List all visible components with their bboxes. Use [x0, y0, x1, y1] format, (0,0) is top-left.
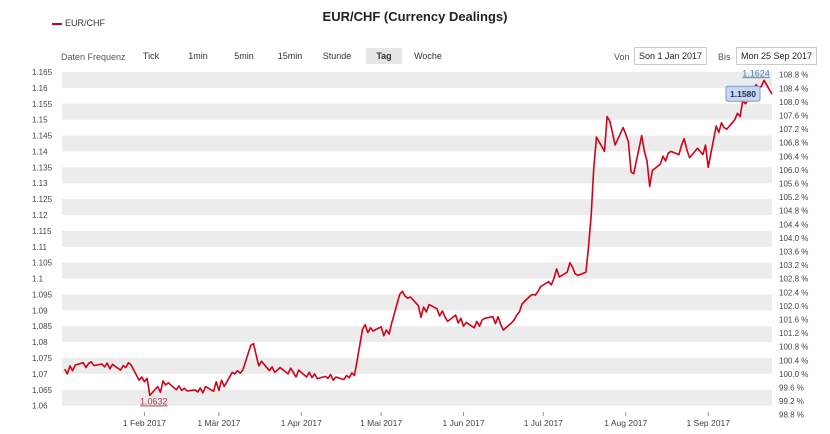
y-tick-label: 1.135	[32, 163, 53, 172]
y-tick-label: 1.1	[32, 275, 44, 284]
y-tick-label: 1.14	[32, 147, 48, 156]
legend-line-swatch	[52, 22, 62, 25]
legend[interactable]: EUR/CHF	[52, 18, 105, 28]
max-label: 1.1624	[742, 68, 770, 78]
y2-tick-label: 106.0 %	[779, 166, 808, 175]
y-tick-label: 1.12	[32, 211, 48, 220]
x-tick-label: 1 Jun 2017	[442, 418, 484, 428]
x-tick-label: 1 Jul 2017	[524, 418, 563, 428]
x-axis: 1 Feb 2017 1 Mär 2017 1 Apr 2017 1 Mai 2017…	[123, 412, 730, 428]
grid-band	[62, 389, 772, 406]
freq-button-15min[interactable]: 15min	[277, 51, 303, 61]
to-date-input[interactable]: Mon 25 Sep 2017	[736, 47, 818, 65]
grid-band	[62, 135, 772, 152]
grid-band	[62, 230, 772, 247]
y-tick-label: 1.075	[32, 354, 53, 363]
y2-tick-label: 105.6 %	[779, 179, 808, 188]
legend-label: EUR/CHF	[65, 18, 105, 28]
freq-button-stunde[interactable]: Stunde	[322, 51, 352, 61]
y2-tick-label: 99.6 %	[779, 383, 804, 392]
freq-button-5min[interactable]: 5min	[234, 51, 254, 61]
y2-tick-label: 102.4 %	[779, 288, 808, 297]
y2-tick-label: 108.4 %	[779, 84, 808, 93]
y-tick-label: 1.16	[32, 84, 48, 93]
y-axis-right: 108.8 % 108.4 % 108.0 % 107.6 % 107.2 % 106.8…	[779, 71, 808, 420]
x-tick-label: 1 Mai 2017	[360, 418, 402, 428]
y-tick-label: 1.15	[32, 116, 48, 125]
x-tick-label: 1 Sep 2017	[686, 418, 730, 428]
y-tick-label: 1.125	[32, 195, 53, 204]
freq-button-tick[interactable]: Tick	[142, 51, 160, 61]
min-label: 1.0632	[140, 396, 168, 406]
x-tick-label: 1 Apr 2017	[281, 418, 322, 428]
grid-band	[62, 167, 772, 184]
to-label: Bis	[718, 52, 731, 62]
y-tick-label: 1.095	[32, 290, 53, 299]
y2-tick-label: 104.0 %	[779, 234, 808, 243]
grid-band	[62, 72, 772, 88]
y-tick-label: 1.07	[32, 370, 48, 379]
y2-tick-label: 100.0 %	[779, 370, 808, 379]
y2-tick-label: 101.2 %	[779, 329, 808, 338]
grid-band	[62, 262, 772, 279]
y2-tick-label: 103.6 %	[779, 247, 808, 256]
y2-tick-label: 104.4 %	[779, 220, 808, 229]
y2-tick-label: 101.6 %	[779, 315, 808, 324]
grid-band	[62, 294, 772, 311]
y-tick-label: 1.08	[32, 338, 48, 347]
x-tick-label: 1 Feb 2017	[123, 418, 166, 428]
from-label: Von	[614, 52, 630, 62]
y2-tick-label: 106.4 %	[779, 152, 808, 161]
y-tick-label: 1.115	[32, 227, 52, 236]
y-tick-label: 1.165	[32, 68, 53, 77]
x-tick-label: 1 Aug 2017	[604, 418, 647, 428]
y2-tick-label: 107.6 %	[779, 111, 808, 120]
y2-tick-label: 100.4 %	[779, 356, 808, 365]
y2-tick-label: 102.8 %	[779, 275, 808, 284]
last-value-box	[725, 85, 761, 102]
x-tick-label: 1 Mär 2017	[197, 418, 240, 428]
grid-band	[62, 103, 772, 120]
frequency-label: Daten Frequenz	[61, 52, 126, 62]
freq-button-1min[interactable]: 1min	[188, 51, 208, 61]
y2-tick-label: 103.2 %	[779, 261, 808, 270]
y-tick-label: 1.13	[32, 179, 48, 188]
chart-title: EUR/CHF (Currency Dealings)	[322, 9, 508, 24]
y-tick-label: 1.145	[32, 132, 53, 141]
y-tick-label: 1.09	[32, 306, 48, 315]
y-tick-label: 1.155	[32, 100, 53, 109]
y2-tick-label: 99.2 %	[779, 397, 804, 406]
y-tick-label: 1.065	[32, 386, 53, 395]
y2-tick-label: 98.8 %	[779, 411, 804, 420]
y2-tick-label: 107.2 %	[779, 125, 808, 134]
grid-band	[62, 326, 772, 343]
annotations: 1.0632 1.1624 1.1580	[140, 68, 770, 406]
y2-tick-label: 105.2 %	[779, 193, 808, 202]
grid-band	[62, 199, 772, 215]
y2-tick-label: 106.8 %	[779, 139, 808, 148]
freq-button-tag[interactable]: Tag	[366, 48, 402, 64]
grid-band	[62, 357, 772, 374]
y2-tick-label: 108.0 %	[779, 98, 808, 107]
y2-tick-label: 102.0 %	[779, 302, 808, 311]
y2-tick-label: 104.8 %	[779, 207, 808, 216]
series-line-eurchf	[63, 79, 773, 397]
y2-tick-label: 108.8 %	[779, 71, 808, 80]
y-tick-label: 1.11	[32, 243, 48, 252]
y-tick-label: 1.105	[32, 259, 53, 268]
y-tick-label: 1.06	[32, 402, 48, 411]
freq-button-woche[interactable]: Woche	[414, 51, 442, 61]
y-tick-label: 1.085	[32, 322, 53, 331]
grid-bands	[62, 72, 772, 406]
y-axis-left: 1.165 1.16 1.155 1.15 1.145 1.14 1.135 1.13 1.12…	[32, 68, 53, 411]
y2-tick-label: 100.8 %	[779, 343, 808, 352]
from-date-input[interactable]: Son 1 Jan 2017	[634, 47, 708, 65]
last-value-label: 1.1580	[730, 89, 756, 99]
